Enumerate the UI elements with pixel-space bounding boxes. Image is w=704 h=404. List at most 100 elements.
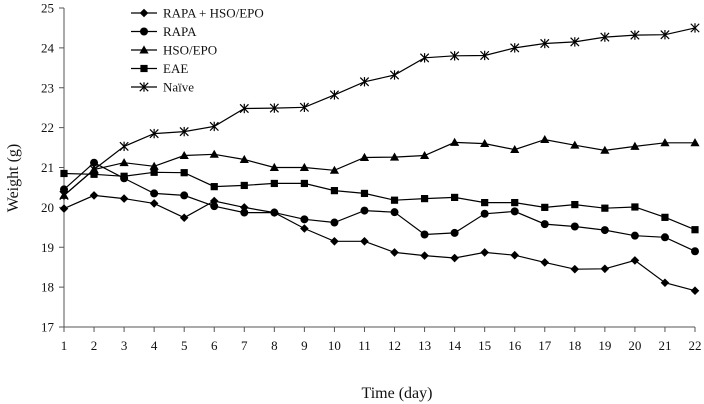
data-point xyxy=(390,248,399,257)
x-tick-label: 21 xyxy=(658,338,671,353)
y-tick-label: 24 xyxy=(41,40,55,55)
data-point xyxy=(630,141,640,150)
legend-marker xyxy=(139,82,149,92)
data-point xyxy=(300,179,308,188)
data-point xyxy=(210,183,218,191)
data-point xyxy=(510,144,520,154)
data-point xyxy=(451,193,459,202)
x-tick-label: 20 xyxy=(628,338,641,353)
data-point xyxy=(149,128,159,139)
legend-entry: RAPA xyxy=(131,24,197,39)
data-point xyxy=(299,162,309,171)
data-point xyxy=(360,189,369,198)
legend-label: Naïve xyxy=(163,80,194,95)
data-point xyxy=(480,209,489,218)
series-line xyxy=(63,161,696,252)
data-point xyxy=(601,204,609,212)
data-point xyxy=(299,102,310,112)
data-point xyxy=(269,162,279,171)
legend-entry: RAPA + HSO/EPO xyxy=(131,6,264,21)
data-point xyxy=(210,202,219,211)
x-tick-label: 9 xyxy=(301,338,308,353)
data-point xyxy=(660,30,670,40)
data-point xyxy=(690,23,700,33)
axes xyxy=(59,7,696,332)
data-point xyxy=(390,208,399,217)
data-point xyxy=(330,218,339,227)
legend-label: RAPA + HSO/EPO xyxy=(163,6,264,21)
data-point xyxy=(179,150,189,159)
data-point xyxy=(270,179,278,188)
data-point xyxy=(570,140,580,149)
data-point xyxy=(150,189,159,198)
legend-label: RAPA xyxy=(163,24,197,39)
y-tick-label: 22 xyxy=(41,120,54,135)
legend-marker xyxy=(140,64,148,73)
data-point xyxy=(329,90,340,100)
data-point xyxy=(480,138,490,148)
data-point xyxy=(150,168,158,176)
series-hso-epo xyxy=(59,134,700,199)
data-point xyxy=(690,138,700,147)
data-point xyxy=(330,187,339,195)
data-point xyxy=(330,236,339,246)
y-tick-label: 18 xyxy=(41,280,54,295)
data-point xyxy=(540,38,550,49)
x-axis-title: Time (day) xyxy=(362,385,433,402)
legend-marker xyxy=(139,45,149,54)
x-tick-label: 18 xyxy=(568,338,581,353)
data-point xyxy=(450,137,460,146)
data-point xyxy=(209,149,219,158)
data-point xyxy=(179,126,189,137)
data-point xyxy=(480,50,490,61)
data-point xyxy=(510,250,520,260)
data-point xyxy=(511,198,519,207)
x-tick-label: 1 xyxy=(61,338,68,353)
legend-entry: Naïve xyxy=(131,80,194,95)
data-point xyxy=(630,30,640,40)
data-point xyxy=(481,198,489,207)
y-tick-label: 23 xyxy=(41,80,54,95)
x-tick-label: 3 xyxy=(121,338,128,353)
data-point xyxy=(209,121,219,132)
data-point xyxy=(60,185,68,194)
data-point xyxy=(359,77,370,87)
data-point xyxy=(690,286,700,296)
y-tick-label: 25 xyxy=(41,1,54,16)
legend-entry: EAE xyxy=(131,61,188,76)
data-point xyxy=(270,208,279,217)
data-point xyxy=(360,206,369,215)
x-tick-label: 19 xyxy=(598,338,611,353)
x-tick-label: 8 xyxy=(271,338,278,353)
data-point xyxy=(239,154,249,163)
data-point xyxy=(359,152,370,161)
data-point xyxy=(600,145,610,154)
legend-label: EAE xyxy=(163,61,188,76)
x-tick-label: 12 xyxy=(388,338,401,353)
x-tick-label: 22 xyxy=(689,338,702,353)
data-point xyxy=(571,200,579,209)
legend-marker xyxy=(139,8,149,18)
data-point xyxy=(59,190,69,201)
series-layer xyxy=(59,23,700,296)
data-point xyxy=(630,231,639,240)
data-point xyxy=(240,208,249,217)
y-tick-label: 21 xyxy=(41,160,54,175)
data-point xyxy=(180,169,188,177)
x-tick-label: 15 xyxy=(478,338,491,353)
data-point xyxy=(179,213,189,223)
data-point xyxy=(660,278,670,288)
data-point xyxy=(59,204,69,213)
legend-marker xyxy=(140,27,148,36)
data-point xyxy=(631,203,639,211)
data-point xyxy=(480,248,489,257)
data-point xyxy=(600,226,609,235)
data-point xyxy=(90,158,99,167)
legend-label: HSO/EPO xyxy=(163,43,217,58)
x-tick-label: 14 xyxy=(448,338,462,353)
data-point xyxy=(510,207,519,216)
data-point xyxy=(691,247,699,256)
data-point xyxy=(300,215,309,224)
legend-entry: HSO/EPO xyxy=(131,43,217,58)
